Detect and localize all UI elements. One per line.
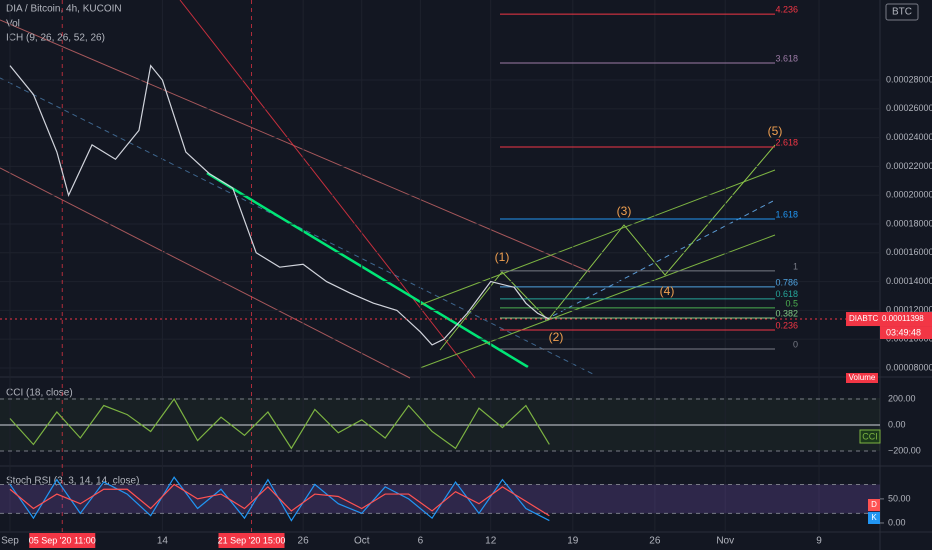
stoch-tick-label: 0.00: [888, 517, 906, 527]
countdown-tag: [880, 326, 932, 340]
x-tick-label: 26: [649, 536, 661, 547]
price-line: [9, 64, 550, 346]
y-tick-label: 0.00008000: [886, 362, 932, 372]
stoch-band: [0, 484, 880, 514]
time-marker-label: 21 Sep '20 15:00: [218, 535, 286, 545]
channel-line: [0, 167, 411, 379]
time-marker-label: 05 Sep '20 11:00: [29, 535, 96, 545]
fib-label: 0.382: [775, 308, 798, 318]
y-tick-label: 0.00022000: [886, 161, 932, 171]
wave-path: [439, 144, 776, 351]
mid-line: [0, 77, 596, 376]
wave-channel: [544, 199, 776, 321]
fib-label: 3.618: [775, 53, 798, 63]
cci-tag-label: CCI: [862, 431, 878, 441]
cci-tag: [859, 429, 881, 444]
x-tick-label: 26: [298, 536, 310, 547]
last-price-value: 0.00011398: [882, 314, 924, 323]
stoch-line: [9, 476, 550, 522]
y-tick-label: 0.00012000: [886, 305, 932, 315]
stoch-tag-label: D: [871, 500, 877, 509]
stoch-tag: [868, 512, 880, 524]
currency: BTC: [892, 7, 912, 18]
x-tick-label: 6: [418, 536, 424, 547]
time-marker-box: [29, 533, 96, 548]
x-tick-label: 14: [157, 536, 169, 547]
y-tick-label: 0.00024000: [886, 132, 932, 142]
countdown: 03:49:48: [886, 327, 921, 337]
x-tick-label: Oct: [354, 536, 370, 547]
wave-channel: [419, 169, 776, 306]
stoch-tag-label: K: [871, 513, 877, 522]
x-tick-label: Sep: [1, 536, 19, 547]
vol-label: Vol: [6, 19, 20, 30]
fib-label: 0.618: [775, 289, 798, 299]
fib-label: 0: [793, 339, 798, 349]
volume-label: Volume: [849, 373, 876, 382]
y-tick-label: 0.00018000: [886, 218, 932, 228]
y-tick-label: 0.00016000: [886, 247, 932, 257]
cci-line: [9, 397, 550, 450]
volume-tag: [846, 373, 878, 383]
x-tick-label: 12: [485, 536, 497, 547]
wave-label: (4): [660, 284, 675, 298]
fib-label: 0.5: [785, 298, 798, 308]
fib-label: 4.236: [775, 4, 798, 14]
y-tick-label: 0.00020000: [886, 190, 932, 200]
x-tick-label: Nov: [716, 536, 734, 547]
time-marker-box: [218, 533, 285, 548]
cci-tick-label: 200.00: [888, 393, 916, 403]
cci-title: CCI (18, close): [6, 388, 73, 399]
x-tick-label: 9: [816, 536, 822, 547]
wave-label: (5): [768, 124, 783, 138]
ichimoku-label: ICH (9, 26, 26, 52, 26): [6, 33, 105, 44]
cci-tick-label: −200.00: [888, 445, 921, 455]
last-price-name: DIABTC: [849, 314, 879, 323]
fib-label: 0.786: [775, 277, 798, 287]
fib-label: 1.618: [775, 209, 798, 219]
trend-line: [206, 171, 529, 369]
fib-label: 1: [793, 261, 798, 271]
currency-box: [885, 3, 919, 21]
stoch-tick-label: 50.00: [888, 493, 911, 503]
stoch-title: Stoch RSI (3, 3, 14, 14, close): [6, 476, 139, 487]
fib-label: 2.618: [775, 137, 798, 147]
wave-channel: [419, 234, 776, 369]
symbol-title: DIA / Bitcoin, 4h, KUCOIN: [6, 4, 122, 15]
wave-label: (1): [495, 250, 510, 264]
wave-label: (2): [549, 330, 564, 344]
wave-label: (3): [617, 204, 632, 218]
channel-line: [0, 19, 591, 273]
trend-line: [179, 0, 476, 379]
y-tick-label: 0.00026000: [886, 103, 932, 113]
cci-tick-label: 0.00: [888, 419, 906, 429]
y-tick-label: 0.00014000: [886, 276, 932, 286]
stoch-line: [9, 483, 550, 517]
y-tick-label: 0.00028000: [886, 74, 932, 84]
stoch-tag: [868, 499, 880, 511]
last-price-tag: [846, 312, 932, 327]
x-tick-label: 19: [567, 536, 579, 547]
fib-label: 0.236: [775, 320, 798, 330]
